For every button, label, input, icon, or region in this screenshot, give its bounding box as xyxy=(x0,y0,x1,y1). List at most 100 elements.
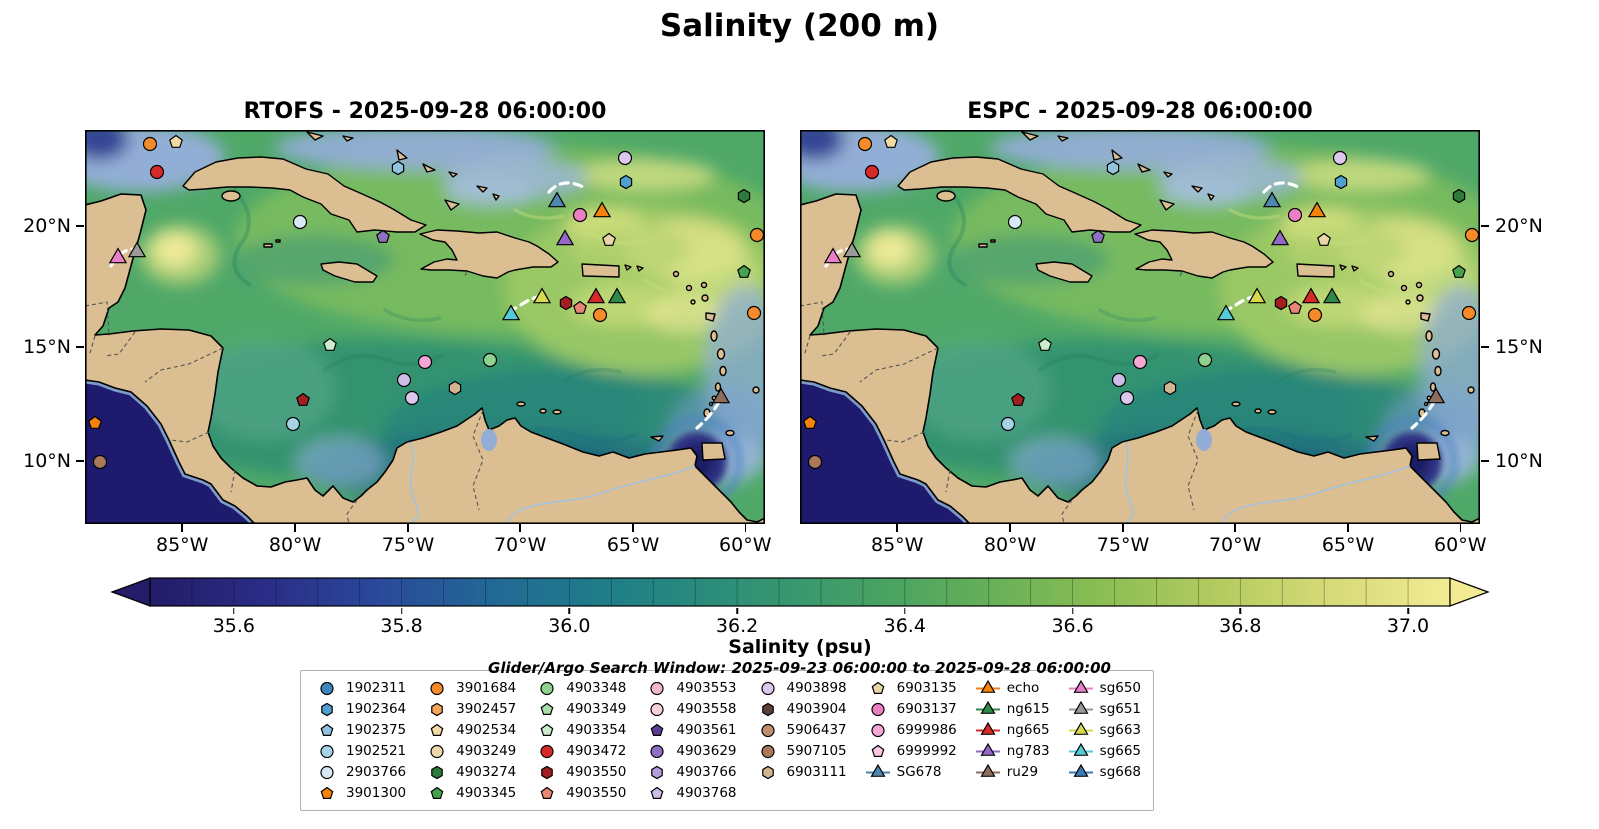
map-marker-sg650 xyxy=(823,247,843,264)
map-frame xyxy=(800,130,1480,524)
legend-marker xyxy=(321,702,333,716)
legend-item-label: 4903345 xyxy=(456,785,517,801)
map-marker-4903550 xyxy=(1288,300,1302,314)
map-marker-2903766 xyxy=(1007,214,1023,230)
x-tick-mark xyxy=(1009,524,1011,532)
x-tick-label: 75°W xyxy=(381,534,435,556)
legend-marker xyxy=(650,702,664,716)
circle-marker-icon xyxy=(760,681,775,695)
legend-marker xyxy=(1073,721,1089,735)
legend-marker xyxy=(540,702,554,715)
map-marker-sg665 xyxy=(501,304,521,321)
map-marker-3901300 xyxy=(88,415,102,429)
triangle-marker-icon xyxy=(1068,700,1093,714)
y-tick-label: 10°N xyxy=(23,449,71,472)
legend-item-label: 4903274 xyxy=(456,764,517,780)
legend-item-label: 4903348 xyxy=(566,680,627,696)
x-tick-label: 70°W xyxy=(1208,534,1262,556)
legend-item-label: 4903768 xyxy=(676,785,737,801)
legend-item-label: 4903354 xyxy=(566,722,627,738)
colorbar-tick-label: 36.4 xyxy=(883,615,926,637)
legend-marker xyxy=(431,765,443,779)
legend-marker xyxy=(760,723,775,737)
legend-item-4903472: 4903472 xyxy=(533,741,626,761)
legend-item-label: ng665 xyxy=(1006,722,1050,738)
search-window-text: Glider/Argo Search Window: 2025-09-23 06… xyxy=(488,659,1111,677)
legend-column: 4903348 4903349 4903354 4903472 4903550 49035… xyxy=(533,678,626,803)
map-marker-circle xyxy=(396,372,412,388)
map-marker-sg651 xyxy=(127,241,147,258)
legend-item-4903345: 4903345 xyxy=(423,783,516,803)
legend-item-4903766: 4903766 xyxy=(643,762,737,782)
colorbar-tick-label: 35.8 xyxy=(380,615,423,637)
legend-item-label: 4903249 xyxy=(456,743,517,759)
legend-item-ng615: ng615 xyxy=(974,699,1050,719)
map-marker-4903345 xyxy=(737,264,751,278)
legend-item-label: 4903553 xyxy=(676,680,737,696)
legend-item-ru29: ru29 xyxy=(974,762,1050,782)
legend-item-label: 1902521 xyxy=(346,743,407,759)
legend-item-6903111: 6903111 xyxy=(754,762,847,782)
map-marker-1902364 xyxy=(619,174,633,190)
x-tick-label: 60°W xyxy=(719,534,772,556)
triangle-marker-icon xyxy=(975,742,1000,756)
legend-item-1902375: 1902375 xyxy=(313,720,406,740)
legend-item-label: 4903550 xyxy=(566,785,627,801)
colorbar-extend-left-arrow xyxy=(110,577,151,607)
map-marker-pentagon xyxy=(1011,392,1025,406)
pentagon-marker-icon xyxy=(540,702,554,715)
map-marker-ng783 xyxy=(1270,229,1290,246)
map-marker-4902534 xyxy=(884,134,898,148)
map-marker-6903135 xyxy=(602,232,616,246)
legend-item-5907105: 5907105 xyxy=(754,741,847,761)
map-marker-echo xyxy=(592,201,612,218)
legend-marker xyxy=(320,744,334,758)
y-tick-label: 10°N xyxy=(1495,449,1543,472)
legend-marker xyxy=(761,765,774,779)
legend-item-6903135: 6903135 xyxy=(864,678,957,698)
y-tick-label: 20°N xyxy=(23,215,71,238)
map-marker-1902375 xyxy=(1106,160,1120,176)
legend-marker xyxy=(650,786,664,799)
x-tick-label: 70°W xyxy=(493,534,547,556)
pentagon-marker-icon xyxy=(650,723,664,736)
legend-marker xyxy=(980,742,996,756)
legend-item-1902521: 1902521 xyxy=(313,741,406,761)
platform-markers xyxy=(803,134,1480,470)
triangle-marker-icon xyxy=(865,763,890,777)
map-marker-circle xyxy=(1461,305,1477,321)
triangle-marker-icon xyxy=(975,763,1000,777)
legend-column: 6903135 6903137 6999986 6999992 SG678 xyxy=(864,678,957,803)
map-marker-circle xyxy=(592,307,608,323)
hexagon-marker-icon xyxy=(431,765,443,779)
pentagon-marker-icon xyxy=(320,723,334,736)
colorbar-gradient-bar xyxy=(110,577,1490,607)
colorbar: 35.6 35.8 36.0 36.2 36.4 36.6 36.8 37.0 Salinit… xyxy=(110,577,1490,665)
legend-marker xyxy=(540,786,554,799)
map-marker-4903768 xyxy=(1091,229,1105,243)
legend-item-3901684: 3901684 xyxy=(423,678,516,698)
map-marker-ng665 xyxy=(586,287,606,304)
y-tick-mark xyxy=(1481,225,1489,227)
legend-marker xyxy=(980,763,996,777)
legend-item-4903768: 4903768 xyxy=(643,783,737,803)
map-marker-circle xyxy=(1111,372,1127,388)
legend-marker xyxy=(430,786,444,799)
legend-item-label: 4903898 xyxy=(786,680,847,696)
x-tick-mark xyxy=(744,524,747,532)
map-marker-sg665 xyxy=(1216,304,1236,321)
map-marker-4902534 xyxy=(169,134,183,148)
map-marker-4903354 xyxy=(323,337,337,351)
map-marker-ng783 xyxy=(555,229,575,246)
map-espc xyxy=(800,130,1480,524)
pentagon-marker-icon xyxy=(871,681,885,694)
triangle-marker-icon xyxy=(1068,742,1093,756)
map-frame xyxy=(85,130,765,524)
legend-column: 4903898 4903904 5906437 5907105 6903111 xyxy=(754,678,847,803)
map-marker-3901300 xyxy=(803,415,817,429)
legend-item-label: sg665 xyxy=(1099,743,1142,759)
legend-item-4903348: 4903348 xyxy=(533,678,626,698)
legend-item-label: 2903766 xyxy=(346,764,407,780)
map-marker-circle xyxy=(746,305,762,321)
legend-marker xyxy=(540,723,554,736)
